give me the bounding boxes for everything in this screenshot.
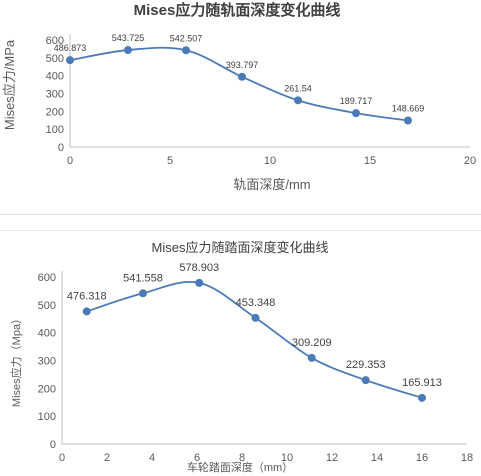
chart2-x-tick-label: 0 [59,452,65,464]
chart1-data-point [352,109,360,118]
chart1-y-tick-label: 200 [46,106,64,118]
chart2-x-tick-label: 16 [416,452,428,464]
chart1-data-point [66,56,74,65]
chart1-data-label: 542.507 [170,33,203,43]
chart2-data-label: 578.903 [179,262,219,274]
chart1-y-tick-label: 400 [46,71,64,83]
chart2-data-label: 541.558 [123,272,163,284]
chart2-x-tick-label: 12 [326,452,338,464]
chart2-y-tick-label: 100 [38,411,56,423]
chart2-data-label: 229.353 [346,359,386,371]
chart1-data-point [238,72,246,81]
chart2-x-tick-label: 18 [461,452,473,464]
chart1-data-label: 543.725 [112,33,145,43]
chart1-data-label: 393.797 [226,60,259,70]
chart1-data-point [404,116,412,125]
chart1-y-tick-label: 100 [46,124,64,136]
chart1-data-label: 189.717 [340,96,373,106]
chart2-y-tick-label: 0 [50,439,56,451]
chart2-y-tick-label: 400 [38,328,56,340]
chart1-x-tick-label: 0 [67,155,73,167]
chart2-x-tick-label: 4 [149,452,155,464]
chart2-data-point [361,376,370,385]
chart-separator-2 [0,230,481,231]
chart2-title: Mises应力随踏面深度变化曲线 [152,240,329,255]
chart1-y-tick-label: 600 [46,35,64,47]
chart1-title: Mises应力随轨面深度变化曲线 [134,1,341,19]
chart-separator [0,214,481,215]
chart2-x-tick-label: 10 [281,452,293,464]
chart1-data-label: 148.669 [392,103,425,113]
chart2-x-tick-label: 6 [194,452,200,464]
chart2-data-point [418,393,426,402]
chart1-y-axis-label: Mises应力/MPa [2,39,17,130]
chart2-y-tick-label: 500 [38,300,56,312]
chart2-data-label: 165.913 [402,377,442,389]
chart1-y-tick-label: 0 [58,142,64,154]
chart1-x-tick-label: 15 [364,155,376,167]
chart2-data-point [139,289,147,298]
chart2-x-tick-label: 14 [371,452,383,464]
chart2-data-point [195,278,204,287]
chart2-y-tick-label: 600 [38,272,56,284]
chart2-y-tick-label: 300 [38,356,56,368]
chart1-data-point [294,96,302,105]
chart1-x-tick-label: 10 [264,155,276,167]
chart1-x-tick-label: 5 [167,155,173,167]
chart2-data-point [307,353,316,362]
chart2-data-point [251,313,260,322]
chart2-x-tick-label: 8 [239,452,245,464]
chart2-data-label: 309.209 [292,337,332,349]
chart1-data-label: 261.54 [284,83,312,93]
chart2-data-label: 476.318 [67,290,107,302]
chart2-x-tick-label: 2 [104,452,110,464]
chart1-x-tick-label: 20 [464,155,476,167]
chart1-data-label: 486.873 [54,43,87,53]
chart1-y-tick-label: 500 [46,53,64,65]
chart2-data-point [82,307,91,316]
chart1-y-tick-label: 300 [46,89,64,101]
chart2-x-axis-label: 车轮踏面深度（mm） [187,460,293,474]
chart2-y-axis-label: Mises应力（Mpa） [9,313,23,407]
chart1-x-axis-label: 轨面深度/mm [233,177,310,192]
chart1-data-point [124,46,132,55]
chart1-data-point [182,46,190,55]
chart2-data-label: 453.348 [236,297,276,309]
chart2-y-tick-label: 200 [38,383,56,395]
